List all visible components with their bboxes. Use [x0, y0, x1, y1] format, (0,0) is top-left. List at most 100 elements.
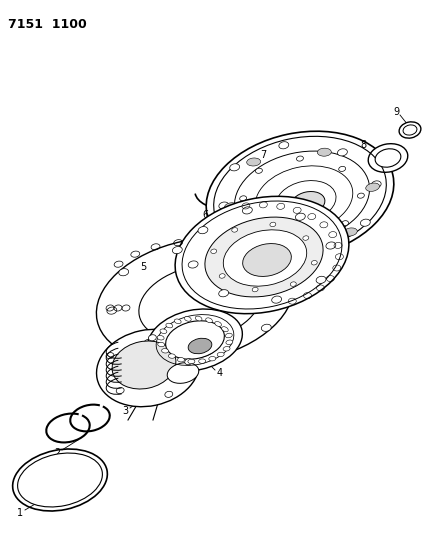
Ellipse shape: [97, 329, 199, 407]
Ellipse shape: [188, 261, 198, 268]
Ellipse shape: [166, 323, 173, 328]
Ellipse shape: [174, 319, 181, 324]
Ellipse shape: [112, 341, 176, 389]
Ellipse shape: [209, 357, 216, 361]
Ellipse shape: [311, 261, 317, 265]
Ellipse shape: [242, 207, 252, 214]
Ellipse shape: [399, 122, 421, 138]
Ellipse shape: [222, 327, 228, 332]
Ellipse shape: [178, 358, 184, 362]
Ellipse shape: [148, 309, 242, 371]
Ellipse shape: [261, 324, 271, 332]
Ellipse shape: [219, 289, 229, 297]
Ellipse shape: [403, 125, 417, 135]
Ellipse shape: [272, 296, 281, 303]
Ellipse shape: [279, 142, 289, 149]
Ellipse shape: [106, 353, 114, 359]
Ellipse shape: [317, 148, 331, 156]
Text: 3: 3: [122, 406, 128, 416]
Ellipse shape: [144, 339, 154, 346]
Ellipse shape: [326, 242, 336, 249]
Ellipse shape: [208, 346, 218, 353]
Ellipse shape: [175, 196, 349, 314]
Ellipse shape: [188, 359, 195, 364]
Ellipse shape: [357, 193, 364, 198]
Ellipse shape: [97, 238, 293, 362]
Ellipse shape: [157, 335, 164, 340]
Ellipse shape: [215, 321, 221, 326]
Ellipse shape: [119, 269, 129, 276]
Ellipse shape: [206, 131, 394, 259]
Ellipse shape: [217, 352, 224, 357]
Ellipse shape: [371, 181, 381, 188]
Ellipse shape: [223, 346, 230, 351]
Ellipse shape: [223, 230, 307, 286]
Ellipse shape: [162, 349, 169, 353]
Ellipse shape: [296, 156, 303, 161]
Ellipse shape: [148, 335, 156, 341]
Ellipse shape: [247, 158, 261, 166]
Ellipse shape: [339, 166, 346, 172]
Ellipse shape: [182, 201, 342, 309]
Ellipse shape: [375, 149, 401, 167]
Ellipse shape: [273, 286, 283, 293]
Ellipse shape: [182, 335, 218, 358]
Ellipse shape: [341, 221, 348, 226]
Ellipse shape: [290, 282, 296, 286]
Ellipse shape: [338, 149, 347, 156]
Ellipse shape: [211, 249, 217, 254]
Ellipse shape: [224, 203, 239, 211]
Text: 4: 4: [217, 368, 223, 378]
Ellipse shape: [165, 391, 173, 398]
Ellipse shape: [273, 238, 287, 246]
Text: 9: 9: [393, 107, 399, 117]
Ellipse shape: [360, 219, 370, 227]
Ellipse shape: [343, 228, 357, 236]
Ellipse shape: [172, 247, 182, 254]
Ellipse shape: [184, 317, 191, 321]
Text: 8: 8: [360, 140, 366, 150]
Ellipse shape: [291, 191, 325, 214]
Ellipse shape: [255, 168, 263, 173]
Ellipse shape: [311, 241, 321, 248]
Ellipse shape: [158, 342, 165, 347]
Ellipse shape: [316, 276, 326, 284]
Text: 7: 7: [260, 150, 266, 160]
Ellipse shape: [205, 217, 323, 297]
Ellipse shape: [232, 228, 238, 232]
Ellipse shape: [226, 340, 233, 344]
Ellipse shape: [206, 318, 212, 322]
Ellipse shape: [167, 362, 199, 383]
Ellipse shape: [230, 164, 240, 171]
Ellipse shape: [303, 236, 309, 240]
Text: 1: 1: [17, 508, 23, 518]
Ellipse shape: [219, 274, 225, 278]
Ellipse shape: [225, 333, 232, 338]
Ellipse shape: [236, 254, 246, 261]
Ellipse shape: [252, 287, 258, 292]
Ellipse shape: [168, 354, 175, 358]
Ellipse shape: [116, 387, 124, 394]
Ellipse shape: [258, 223, 265, 228]
Ellipse shape: [185, 359, 193, 365]
Ellipse shape: [270, 222, 276, 227]
Ellipse shape: [198, 227, 208, 234]
Text: 6: 6: [202, 210, 208, 220]
Text: 7151  1100: 7151 1100: [8, 18, 87, 31]
Ellipse shape: [139, 264, 261, 342]
Ellipse shape: [18, 453, 103, 507]
Ellipse shape: [243, 244, 291, 277]
Ellipse shape: [301, 233, 308, 238]
Ellipse shape: [219, 202, 229, 209]
Ellipse shape: [296, 213, 305, 220]
Text: 2: 2: [54, 448, 60, 458]
Ellipse shape: [166, 321, 224, 359]
Ellipse shape: [366, 183, 380, 191]
Ellipse shape: [160, 329, 167, 334]
Ellipse shape: [107, 307, 117, 314]
Ellipse shape: [195, 316, 202, 321]
Ellipse shape: [368, 144, 408, 172]
Ellipse shape: [188, 338, 212, 354]
Ellipse shape: [199, 359, 205, 364]
Ellipse shape: [253, 234, 263, 241]
